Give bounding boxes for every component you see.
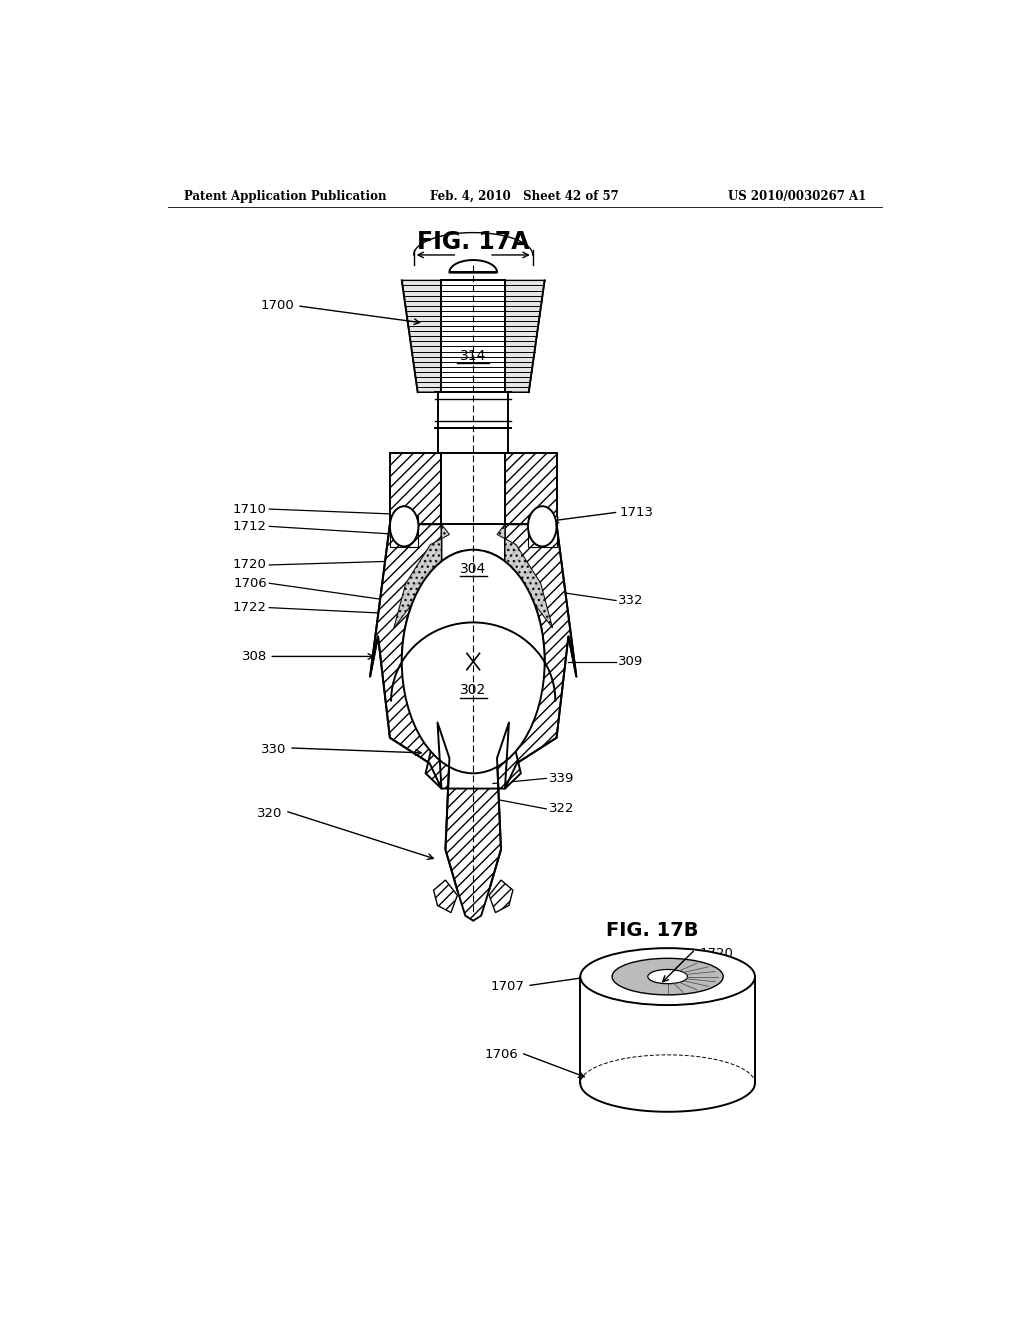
Ellipse shape xyxy=(401,549,545,774)
Text: 322: 322 xyxy=(549,803,574,816)
Text: 1712: 1712 xyxy=(232,520,267,533)
Text: 1720: 1720 xyxy=(699,946,733,960)
Polygon shape xyxy=(426,722,521,921)
Text: 309: 309 xyxy=(618,655,644,668)
Text: 308: 308 xyxy=(242,649,267,663)
Polygon shape xyxy=(438,428,508,453)
Ellipse shape xyxy=(648,969,687,983)
Text: Patent Application Publication: Patent Application Publication xyxy=(183,190,386,202)
Polygon shape xyxy=(484,524,577,788)
Text: 332: 332 xyxy=(618,594,644,607)
Polygon shape xyxy=(441,280,505,392)
Polygon shape xyxy=(390,516,419,546)
Ellipse shape xyxy=(528,506,557,546)
Text: 1720: 1720 xyxy=(233,558,267,572)
Polygon shape xyxy=(438,392,508,428)
Polygon shape xyxy=(505,280,545,392)
Polygon shape xyxy=(497,524,553,628)
Text: 1722: 1722 xyxy=(232,601,267,614)
Text: 320: 320 xyxy=(257,808,283,821)
Ellipse shape xyxy=(581,948,755,1005)
Text: 1700: 1700 xyxy=(261,300,295,313)
Polygon shape xyxy=(528,516,557,546)
Polygon shape xyxy=(433,880,458,912)
Text: 330: 330 xyxy=(261,743,287,756)
Polygon shape xyxy=(401,280,441,392)
Polygon shape xyxy=(441,453,505,524)
Text: 1706: 1706 xyxy=(233,577,267,590)
Text: 1707: 1707 xyxy=(490,981,524,993)
Polygon shape xyxy=(390,453,441,524)
Polygon shape xyxy=(394,524,450,628)
Text: 314: 314 xyxy=(460,348,486,363)
Ellipse shape xyxy=(612,958,723,995)
Polygon shape xyxy=(450,260,497,272)
Text: 1710: 1710 xyxy=(233,503,267,516)
Polygon shape xyxy=(370,524,462,788)
Polygon shape xyxy=(489,880,513,912)
Polygon shape xyxy=(505,453,557,524)
Text: 1706: 1706 xyxy=(484,1048,518,1061)
Text: Feb. 4, 2010   Sheet 42 of 57: Feb. 4, 2010 Sheet 42 of 57 xyxy=(430,190,620,202)
Ellipse shape xyxy=(390,506,419,546)
Text: 304: 304 xyxy=(460,562,486,576)
Text: 302: 302 xyxy=(460,682,486,697)
Text: 339: 339 xyxy=(549,772,574,785)
Text: 1713: 1713 xyxy=(620,506,654,519)
Text: FIG. 17B: FIG. 17B xyxy=(605,921,698,940)
Text: US 2010/0030267 A1: US 2010/0030267 A1 xyxy=(728,190,866,202)
Text: FIG. 17A: FIG. 17A xyxy=(417,230,529,253)
